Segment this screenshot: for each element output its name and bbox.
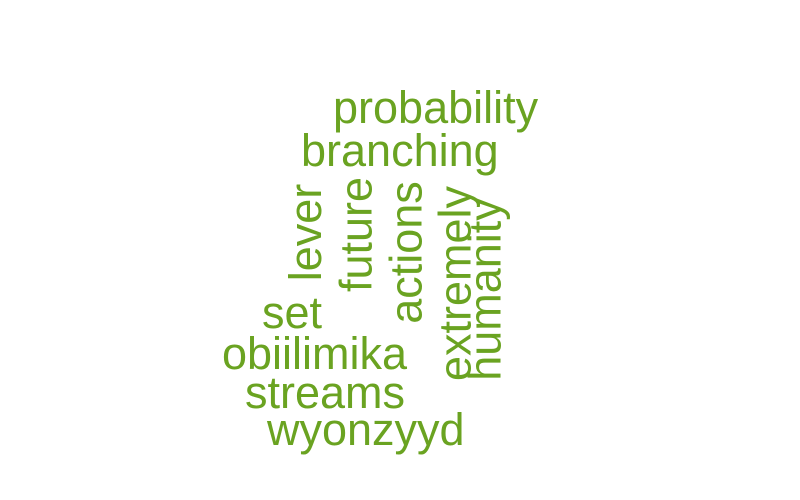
word-obiilimika: obiilimika [222, 328, 408, 379]
word-wyonzyyd: wyonzyyd [267, 404, 465, 455]
word-set: set [262, 287, 323, 338]
word-streams: streams [245, 367, 406, 418]
word-humanity: humanity [459, 198, 511, 381]
word-branching: branching [301, 125, 499, 176]
word-lever: lever [280, 183, 331, 282]
word-probability: probability [333, 82, 539, 133]
word-actions: actions [380, 181, 432, 324]
word-future: future [330, 176, 382, 293]
